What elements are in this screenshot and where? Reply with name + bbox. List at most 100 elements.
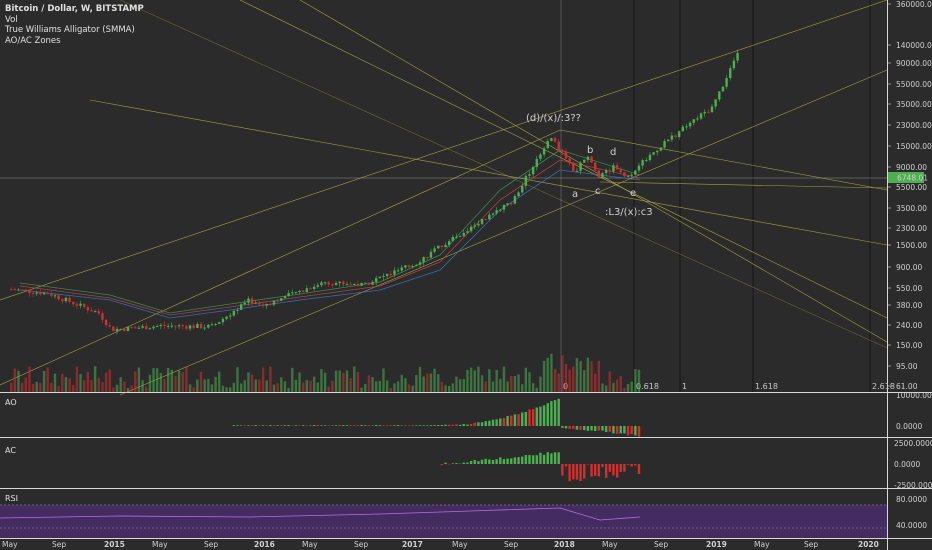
candle-body[interactable]: [451, 236, 455, 242]
candle-body[interactable]: [670, 135, 674, 140]
wave-label-e[interactable]: e: [630, 188, 636, 199]
candle-body[interactable]: [112, 326, 115, 332]
candle-body[interactable]: [46, 292, 49, 295]
candle-body[interactable]: [513, 196, 517, 204]
candle-body[interactable]: [473, 225, 476, 227]
candle-body[interactable]: [119, 328, 122, 330]
candle-body[interactable]: [564, 151, 568, 159]
candle-body[interactable]: [24, 289, 27, 291]
candle-body[interactable]: [170, 325, 173, 327]
candle-body[interactable]: [378, 276, 382, 279]
candle-body[interactable]: [360, 282, 363, 286]
candle-body[interactable]: [250, 298, 254, 304]
price-pane[interactable]: [0, 0, 887, 392]
candle-body[interactable]: [703, 111, 706, 114]
candle-body[interactable]: [539, 154, 542, 159]
candle-body[interactable]: [312, 286, 316, 290]
candle-body[interactable]: [656, 150, 659, 153]
candle-body[interactable]: [72, 301, 75, 305]
candle-body[interactable]: [320, 282, 323, 286]
candle-body[interactable]: [31, 293, 35, 295]
candle-body[interactable]: [93, 311, 97, 313]
candle-body[interactable]: [137, 327, 141, 329]
candle-body[interactable]: [130, 326, 133, 328]
candle-body[interactable]: [101, 313, 104, 320]
candle-body[interactable]: [426, 256, 429, 258]
candle-body[interactable]: [108, 325, 111, 327]
candle-body[interactable]: [491, 213, 495, 215]
candle-body[interactable]: [141, 326, 144, 328]
candle-body[interactable]: [145, 326, 148, 330]
candle-body[interactable]: [247, 298, 250, 303]
ac-pane[interactable]: [0, 438, 887, 488]
candle-body[interactable]: [236, 309, 239, 311]
legend-aoac[interactable]: AO/AC Zones: [5, 35, 61, 46]
candle-body[interactable]: [645, 160, 648, 162]
candle-body[interactable]: [714, 99, 717, 107]
candle-body[interactable]: [316, 285, 319, 287]
candle-body[interactable]: [590, 156, 593, 163]
candle-body[interactable]: [393, 270, 396, 275]
candle-body[interactable]: [528, 174, 531, 176]
candle-body[interactable]: [276, 300, 279, 302]
candle-body[interactable]: [499, 209, 502, 211]
candle-body[interactable]: [35, 292, 38, 294]
candle-body[interactable]: [75, 304, 79, 306]
candle-body[interactable]: [422, 256, 425, 263]
candle-body[interactable]: [287, 293, 290, 297]
candle-body[interactable]: [495, 210, 498, 214]
candle-body[interactable]: [305, 288, 309, 292]
candle-body[interactable]: [440, 245, 444, 248]
candle-body[interactable]: [429, 251, 433, 258]
candle-body[interactable]: [68, 297, 71, 302]
candle-body[interactable]: [261, 304, 265, 306]
candle-body[interactable]: [218, 322, 221, 324]
candle-body[interactable]: [696, 118, 699, 120]
candle-body[interactable]: [674, 135, 677, 138]
candle-body[interactable]: [641, 160, 644, 166]
candle-body[interactable]: [688, 122, 692, 127]
candle-body[interactable]: [196, 324, 199, 328]
candle-body[interactable]: [57, 295, 60, 300]
candle-body[interactable]: [404, 265, 407, 268]
candle-body[interactable]: [619, 169, 622, 173]
candle-body[interactable]: [385, 274, 389, 276]
candle-body[interactable]: [225, 316, 228, 319]
candle-body[interactable]: [732, 60, 736, 69]
symbol-title[interactable]: Bitcoin / Dollar, W, BITSTAMP: [5, 4, 144, 14]
candle-body[interactable]: [692, 119, 695, 123]
candle-body[interactable]: [367, 282, 371, 285]
candle-body[interactable]: [134, 327, 137, 329]
candle-body[interactable]: [86, 307, 90, 311]
candle-body[interactable]: [243, 302, 246, 305]
candle-body[interactable]: [667, 139, 670, 142]
candle-body[interactable]: [13, 289, 17, 291]
candle-body[interactable]: [10, 289, 13, 291]
candle-body[interactable]: [294, 292, 298, 294]
candle-body[interactable]: [469, 226, 473, 232]
wave-label-b[interactable]: b: [587, 145, 593, 156]
candle-body[interactable]: [323, 282, 327, 284]
candle-body[interactable]: [97, 311, 100, 314]
candle-body[interactable]: [239, 304, 243, 310]
candle-body[interactable]: [637, 165, 641, 171]
candle-body[interactable]: [327, 282, 330, 285]
candle-body[interactable]: [583, 159, 586, 163]
legend-vol[interactable]: Vol: [5, 14, 18, 25]
candle-body[interactable]: [594, 162, 597, 171]
candle-body[interactable]: [229, 315, 232, 317]
candle-body[interactable]: [353, 284, 356, 286]
candle-body[interactable]: [152, 326, 155, 329]
candle-body[interactable]: [561, 150, 564, 152]
candle-body[interactable]: [652, 152, 655, 155]
candle-body[interactable]: [707, 111, 710, 113]
candle-body[interactable]: [334, 283, 338, 286]
candle-body[interactable]: [444, 244, 447, 248]
candle-body[interactable]: [104, 319, 108, 326]
candle-body[interactable]: [28, 289, 31, 294]
candle-body[interactable]: [156, 325, 159, 327]
candle-body[interactable]: [185, 326, 188, 329]
wave-label-a[interactable]: a: [572, 189, 578, 200]
candle-body[interactable]: [546, 140, 549, 149]
